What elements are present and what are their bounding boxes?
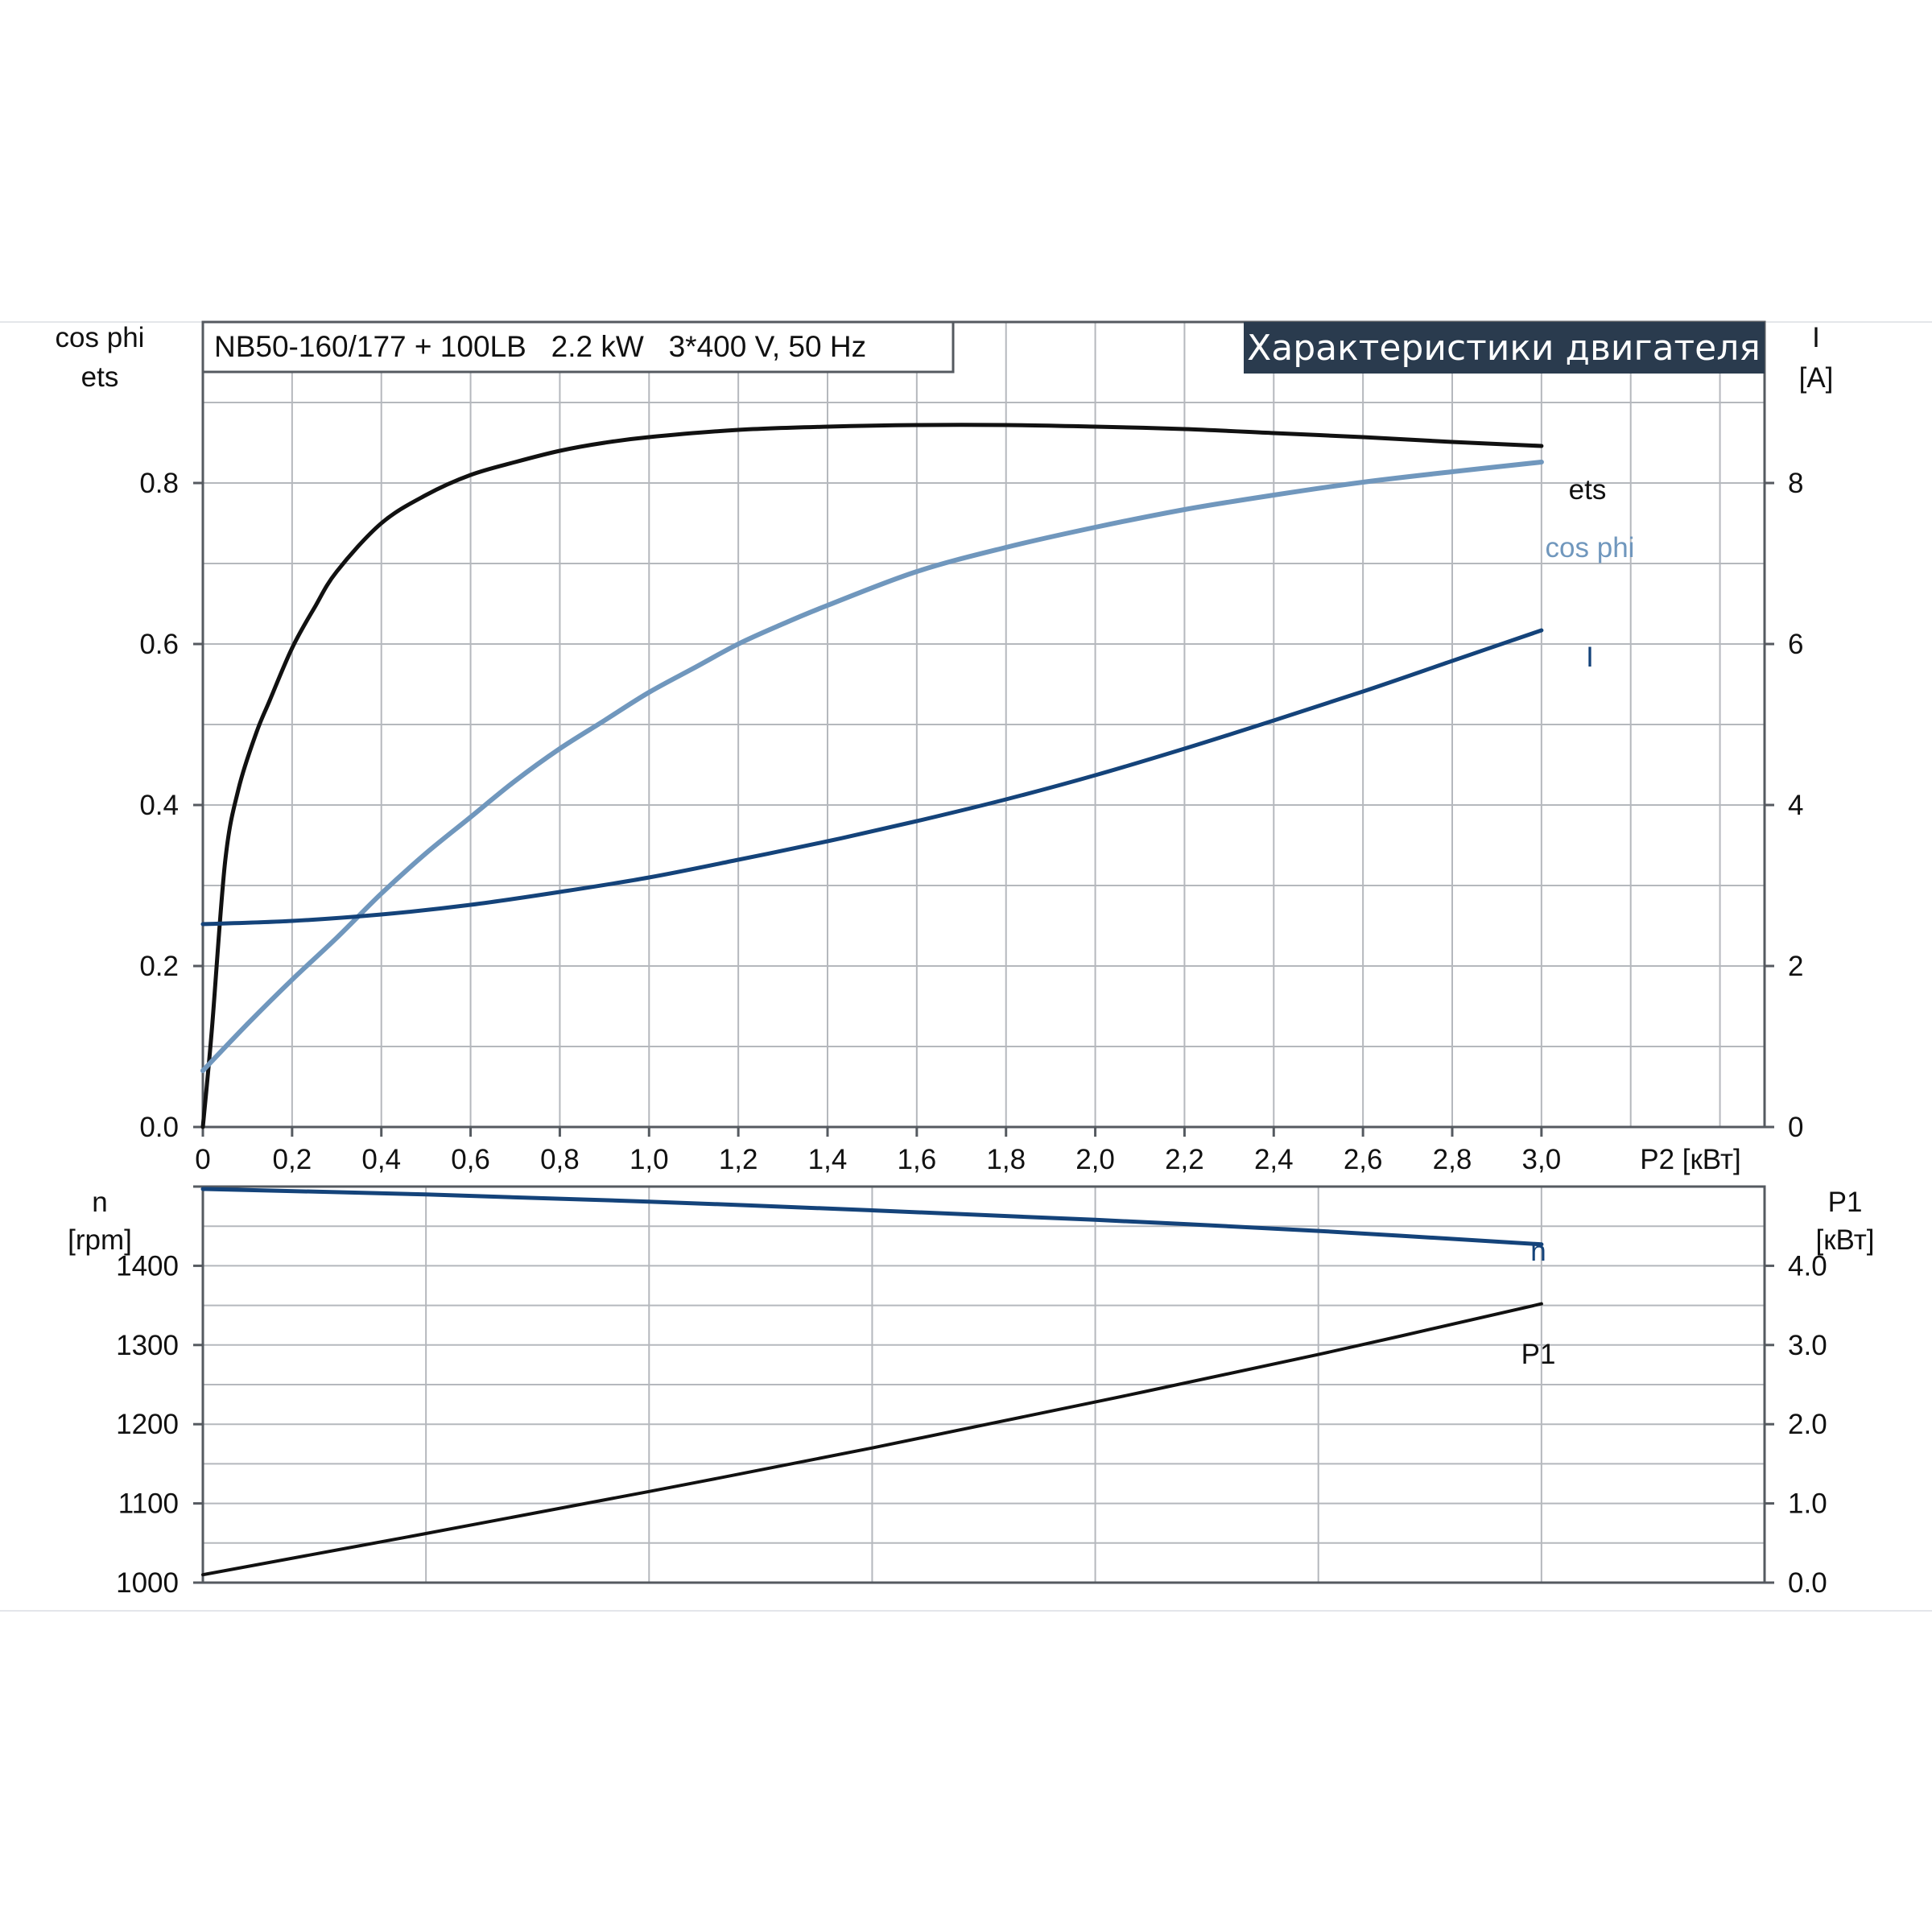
y-left-tick-label: 0.4 <box>139 790 179 821</box>
y-left-tick-label: 0.6 <box>139 629 179 660</box>
right-axis-title-current: I <box>1812 322 1820 353</box>
bottom-panel-series <box>200 1187 1544 1577</box>
x-tick-label: 2,0 <box>1075 1144 1115 1175</box>
y-left-tick-label: 1300 <box>116 1330 179 1361</box>
bottom-panel-grid <box>203 1187 1765 1583</box>
x-tick-label: 2,2 <box>1165 1144 1204 1175</box>
series-line-p1 <box>201 1302 1543 1577</box>
x-tick-label: 1,6 <box>898 1144 937 1175</box>
top-panel-frame <box>201 320 1766 1129</box>
x-tick-label: 0,4 <box>361 1144 401 1175</box>
left-axis-title-speed: n <box>92 1187 107 1218</box>
x-tick-label: 1,2 <box>719 1144 758 1175</box>
x-tick-label: 0,8 <box>540 1144 580 1175</box>
series-line-i <box>200 628 1544 927</box>
x-tick-label: 2,8 <box>1433 1144 1472 1175</box>
right-axis-unit-p1: [кВт] <box>1816 1224 1875 1256</box>
y-right-tick-label: 3.0 <box>1788 1330 1827 1361</box>
series-line-n <box>200 1187 1544 1247</box>
series-line-ets <box>200 423 1544 1129</box>
chart-banner <box>1244 322 1765 374</box>
y-left-tick-label: 0.2 <box>139 951 179 982</box>
top-panel-ticks: 0 0,2 0,4 0,6 0,8 1,0 1,2 1,4 1,6 1,8 2,0 2,2 2,4 2,6… <box>139 468 1803 1175</box>
y-right-tick-label: 8 <box>1788 468 1803 499</box>
x-tick-label: 1,8 <box>986 1144 1026 1175</box>
top-panel-grid <box>203 321 1765 1127</box>
series-line-cos-phi <box>200 460 1544 1073</box>
model-label-box <box>201 320 955 374</box>
y-right-tick-label: 2 <box>1788 951 1803 982</box>
bottom-separator-line <box>0 1610 1932 1612</box>
left-axis-title-cos-phi: cos phi <box>56 322 145 353</box>
bottom-panel-frame <box>201 1185 1766 1584</box>
left-axis-title-ets: ets <box>81 361 119 393</box>
y-left-tick-label: 1400 <box>116 1250 179 1282</box>
x-axis-title: P2 [кВт] <box>1640 1144 1741 1175</box>
y-right-tick-label: 2.0 <box>1788 1409 1827 1440</box>
chart-banner-title: Характеристики двигателя <box>1247 328 1761 369</box>
x-tick-label: 3,0 <box>1522 1144 1562 1175</box>
right-axis-title-p1: P1 <box>1828 1187 1863 1218</box>
series-label-current: I <box>1586 642 1594 673</box>
left-axis-unit-speed: [rpm] <box>68 1224 132 1256</box>
x-tick-label: 0,2 <box>273 1144 312 1175</box>
model-label: NB50-160/177 + 100LB 2.2 kW 3*400 V, 50 … <box>214 330 866 363</box>
x-tick-label: 0 <box>195 1144 210 1175</box>
y-right-tick-label: 0.0 <box>1788 1567 1827 1599</box>
y-left-tick-label: 1100 <box>118 1488 179 1520</box>
y-right-tick-label: 0 <box>1788 1112 1803 1143</box>
y-left-tick-label: 1200 <box>116 1409 179 1440</box>
series-label-speed: n <box>1530 1236 1546 1267</box>
series-label-cos-phi: cos phi <box>1546 532 1635 564</box>
bottom-panel-ticks: 1000 1100 1200 1300 1400 0.0 1.0 2.0 3.0 4.0 <box>116 1185 1827 1599</box>
right-axis-unit-current: [A] <box>1799 362 1834 394</box>
y-left-tick-label: 0.8 <box>139 468 179 499</box>
y-left-tick-label: 1000 <box>116 1567 179 1599</box>
x-tick-label: 1,0 <box>630 1144 669 1175</box>
series-label-p1: P1 <box>1521 1339 1556 1370</box>
y-right-tick-label: 6 <box>1788 629 1803 660</box>
x-tick-label: 2,6 <box>1344 1144 1383 1175</box>
x-tick-label: 1,4 <box>808 1144 848 1175</box>
y-right-tick-label: 4.0 <box>1788 1250 1827 1282</box>
y-right-tick-label: 1.0 <box>1788 1488 1827 1520</box>
x-tick-label: 2,4 <box>1254 1144 1294 1175</box>
y-right-tick-label: 4 <box>1788 790 1803 821</box>
top-panel-series <box>200 423 1544 1129</box>
series-label-ets: ets <box>1569 474 1607 506</box>
x-tick-label: 0,6 <box>451 1144 490 1175</box>
y-left-tick-label: 0.0 <box>139 1112 179 1143</box>
